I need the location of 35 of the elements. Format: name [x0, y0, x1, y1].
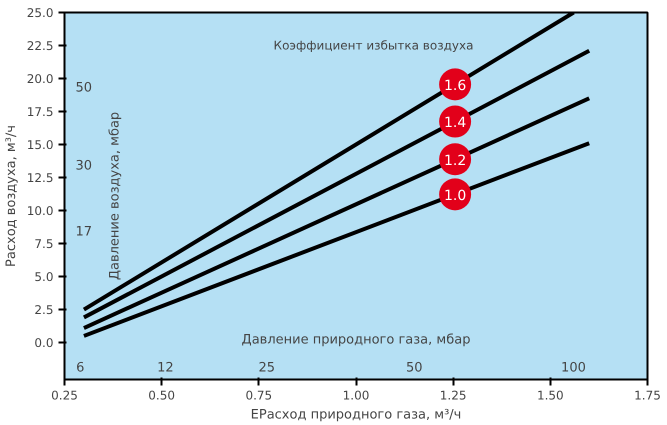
- y-tick-label: 25.0: [26, 6, 54, 20]
- y-tick-label: 0.0: [34, 336, 54, 350]
- series-label: 1.6: [444, 78, 466, 94]
- x-tick-label: 0.25: [51, 388, 78, 402]
- y-tick-label: 5.0: [34, 270, 54, 284]
- legend-title: Коэффициент избытка воздуха: [274, 38, 474, 53]
- annotation: Давление воздуха, мбар: [108, 112, 123, 280]
- series-label: 1.0: [444, 188, 466, 204]
- annotation: 50: [75, 80, 92, 96]
- y-tick-label: 20.0: [26, 72, 54, 86]
- series-label: 1.4: [444, 115, 466, 132]
- x-tick-label: 1.75: [634, 388, 661, 402]
- series-label: 1.2: [444, 152, 466, 169]
- y-tick-label: 17.5: [26, 105, 54, 120]
- annotation: 50: [406, 360, 423, 376]
- y-tick-label: 12.5: [26, 171, 54, 186]
- y-tick-label: 15.0: [26, 138, 54, 152]
- y-axis-title: Расход воздуха, м³/ч: [4, 125, 19, 267]
- x-tick-label: 1.50: [536, 388, 564, 402]
- y-tick-label: 22.5: [26, 39, 54, 54]
- annotation: 17: [75, 224, 92, 240]
- annotation: 30: [75, 158, 92, 174]
- x-tick-label: 0.50: [148, 388, 176, 402]
- annotation: Давление природного газа, мбар: [242, 332, 470, 348]
- annotation: 100: [561, 360, 586, 376]
- annotation: 12: [157, 360, 174, 376]
- annotation: 6: [76, 360, 84, 376]
- y-tick-label: 7.5: [34, 237, 54, 252]
- x-tick-label: 1.00: [342, 388, 370, 402]
- y-tick-label: 2.5: [34, 303, 54, 318]
- x-tick-label: 1.25: [440, 388, 467, 402]
- annotation: 25: [258, 360, 276, 376]
- x-tick-label: 0.75: [245, 388, 272, 402]
- y-tick-label: 10.0: [26, 204, 54, 218]
- x-axis-title: EРасход природного газа, м³/ч: [250, 408, 462, 422]
